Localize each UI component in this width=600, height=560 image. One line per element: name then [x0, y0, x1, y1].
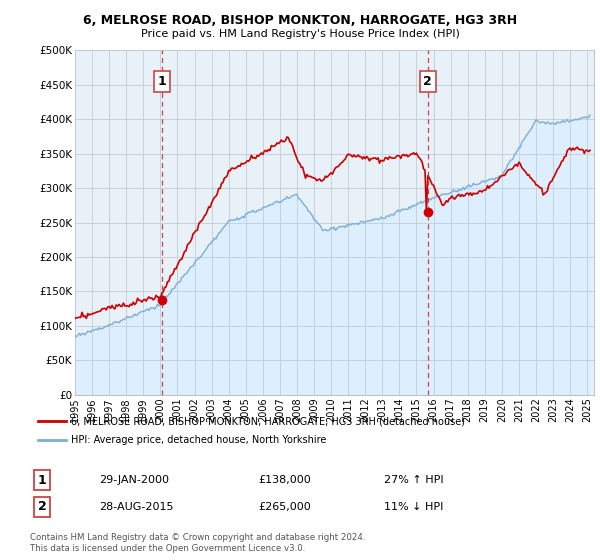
Text: 6, MELROSE ROAD, BISHOP MONKTON, HARROGATE, HG3 3RH (detached house): 6, MELROSE ROAD, BISHOP MONKTON, HARROGA…	[71, 417, 466, 426]
Text: £265,000: £265,000	[258, 502, 311, 512]
Text: Price paid vs. HM Land Registry's House Price Index (HPI): Price paid vs. HM Land Registry's House …	[140, 29, 460, 39]
Text: 27% ↑ HPI: 27% ↑ HPI	[384, 475, 443, 486]
Text: Contains HM Land Registry data © Crown copyright and database right 2024.
This d: Contains HM Land Registry data © Crown c…	[30, 533, 365, 553]
Text: 29-JAN-2000: 29-JAN-2000	[99, 475, 169, 486]
Text: 28-AUG-2015: 28-AUG-2015	[99, 502, 173, 512]
Text: £138,000: £138,000	[258, 475, 311, 486]
Text: HPI: Average price, detached house, North Yorkshire: HPI: Average price, detached house, Nort…	[71, 435, 327, 445]
Text: 11% ↓ HPI: 11% ↓ HPI	[384, 502, 443, 512]
Text: 2: 2	[38, 500, 46, 514]
Text: 1: 1	[38, 474, 46, 487]
Text: 2: 2	[424, 75, 432, 88]
Text: 1: 1	[157, 75, 166, 88]
Text: 6, MELROSE ROAD, BISHOP MONKTON, HARROGATE, HG3 3RH: 6, MELROSE ROAD, BISHOP MONKTON, HARROGA…	[83, 14, 517, 27]
